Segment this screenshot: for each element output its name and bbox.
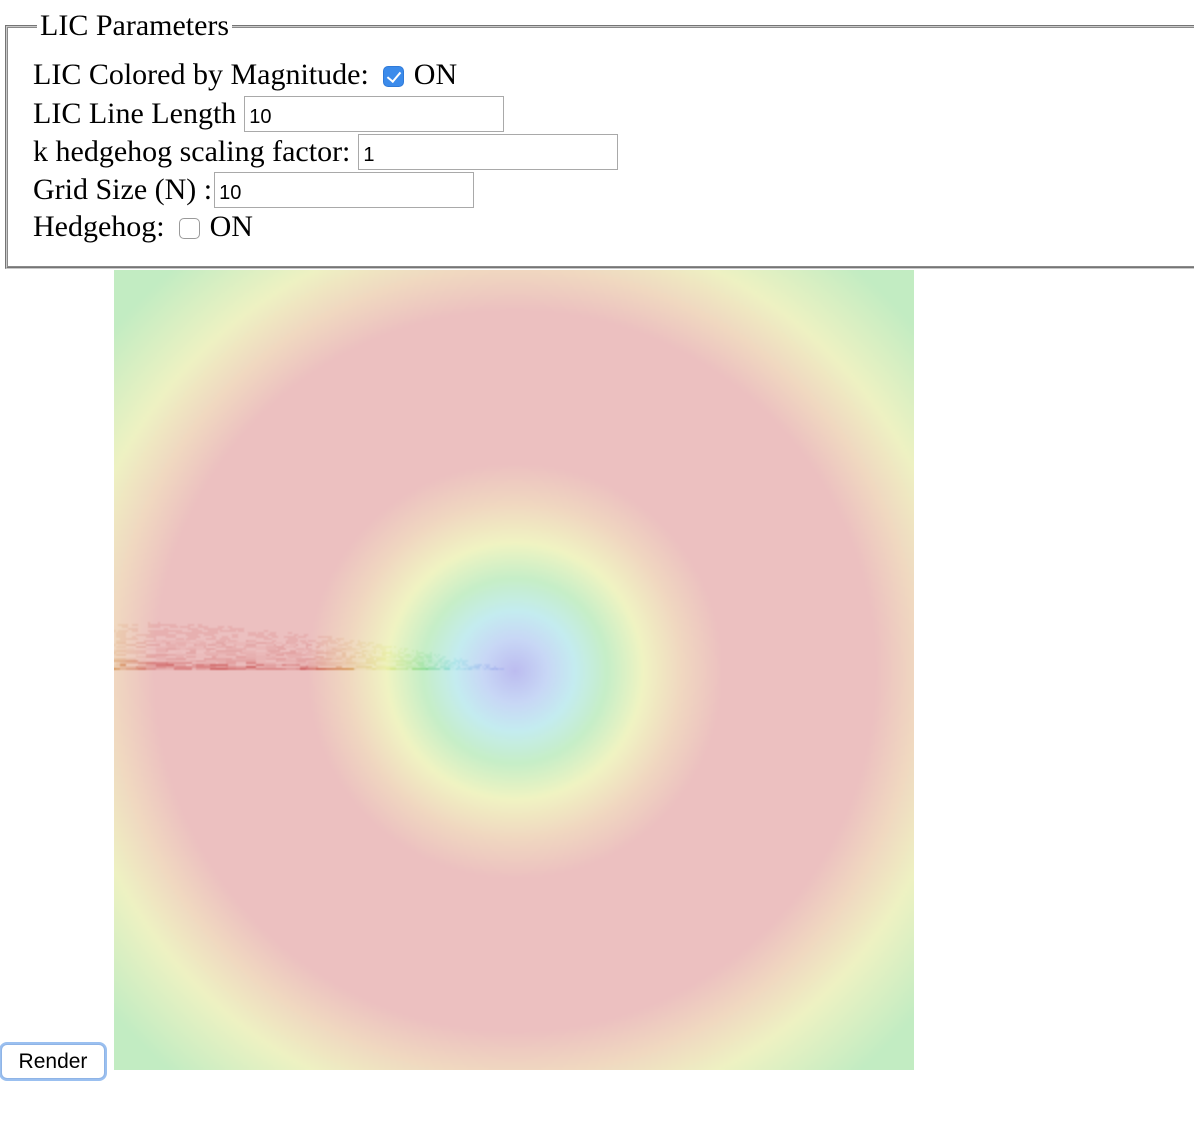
hedgehog-checkbox[interactable] [178,217,200,239]
colored-by-magnitude-label: LIC Colored by Magnitude: [33,58,369,91]
lic-visualization-canvas [114,270,914,1070]
grid-size-input[interactable] [214,172,475,208]
line-length-row: LIC Line Length [33,96,505,132]
colored-by-magnitude-row: LIC Colored by Magnitude: ON [33,58,457,92]
hedgehog-scale-row: k hedgehog scaling factor: [33,134,619,170]
line-length-input[interactable] [244,96,505,132]
hedgehog-label: Hedgehog: [33,210,165,243]
grid-size-label: Grid Size (N) : [33,173,213,206]
hedgehog-on-label: ON [209,210,253,243]
colored-by-magnitude-checkbox[interactable] [382,65,404,87]
hedgehog-scale-input[interactable] [358,134,619,170]
lic-parameters-fieldset: LIC Parameters LIC Colored by Magnitude:… [5,9,1194,269]
render-button[interactable]: Render [1,1044,105,1079]
hedgehog-row: Hedgehog: ON [33,210,253,244]
colored-by-magnitude-on-label: ON [413,58,458,91]
grid-size-row: Grid Size (N) : [33,172,475,208]
fieldset-legend: LIC Parameters [37,9,233,43]
hedgehog-scale-label: k hedgehog scaling factor: [33,135,351,168]
line-length-label: LIC Line Length [33,97,237,130]
